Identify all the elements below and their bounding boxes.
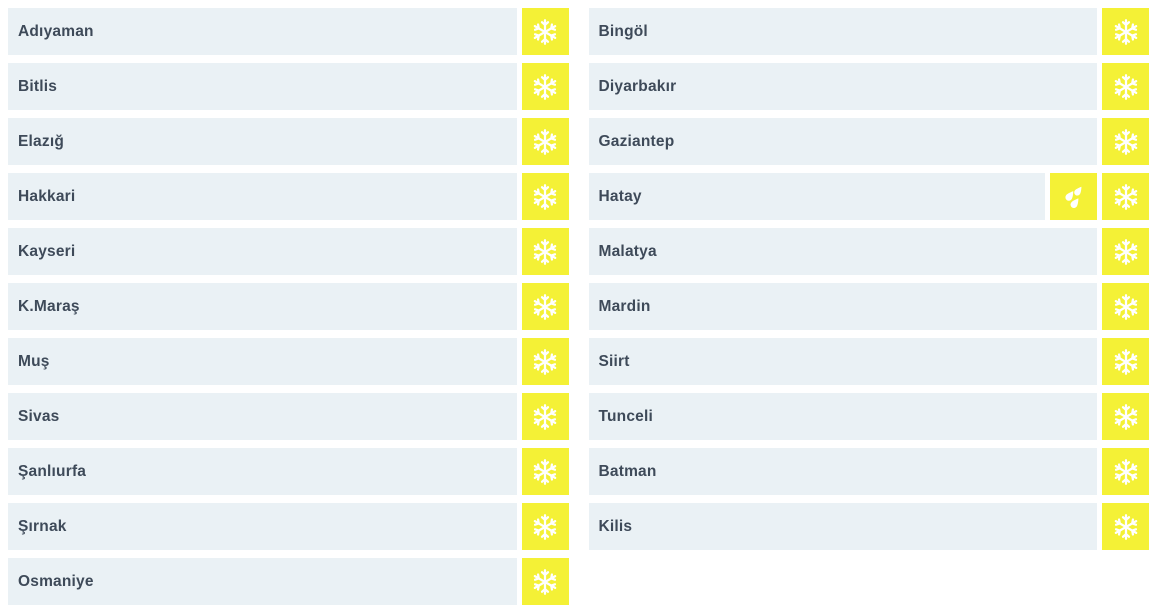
snowflake-icon bbox=[533, 513, 557, 540]
rain-icon bbox=[1064, 186, 1081, 208]
city-name: Tunceli bbox=[588, 393, 1097, 440]
snowflake-tile[interactable] bbox=[521, 393, 569, 440]
city-name: Şırnak bbox=[8, 503, 517, 550]
list-item[interactable]: Osmaniye bbox=[8, 558, 569, 605]
list-item[interactable]: Gaziantep bbox=[588, 118, 1149, 165]
city-name: Batman bbox=[588, 448, 1097, 495]
snowflake-icon bbox=[533, 568, 557, 595]
snowflake-tile[interactable] bbox=[521, 8, 569, 55]
snowflake-tile[interactable] bbox=[521, 283, 569, 330]
city-name: Diyarbakır bbox=[588, 63, 1097, 110]
snowflake-tile[interactable] bbox=[1102, 283, 1149, 330]
snowflake-icon bbox=[1114, 458, 1137, 485]
snowflake-tile[interactable] bbox=[1102, 63, 1149, 110]
snowflake-icon bbox=[533, 18, 557, 45]
snowflake-icon bbox=[533, 73, 557, 100]
city-name: Sivas bbox=[8, 393, 517, 440]
list-item[interactable]: Bingöl bbox=[588, 8, 1149, 55]
list-item[interactable]: Şırnak bbox=[8, 503, 569, 550]
list-item[interactable]: Kilis bbox=[588, 503, 1149, 550]
list-item[interactable]: Mardin bbox=[588, 283, 1149, 330]
city-name: Kilis bbox=[588, 503, 1097, 550]
snowflake-icon bbox=[533, 128, 557, 155]
rain-tile[interactable] bbox=[1050, 173, 1097, 220]
snowflake-tile[interactable] bbox=[1102, 118, 1149, 165]
list-item[interactable]: Batman bbox=[588, 448, 1149, 495]
snowflake-tile[interactable] bbox=[521, 118, 569, 165]
city-name: Kayseri bbox=[8, 228, 517, 275]
city-name: Elazığ bbox=[8, 118, 517, 165]
city-name: Hakkari bbox=[8, 173, 517, 220]
snowflake-icon bbox=[1114, 403, 1137, 430]
snowflake-icon bbox=[533, 403, 557, 430]
snowflake-tile[interactable] bbox=[1102, 503, 1149, 550]
city-name: Bingöl bbox=[588, 8, 1097, 55]
column-left: Adıyaman Bitlis Elazığ Hakkari Kayseri K… bbox=[8, 8, 569, 613]
snowflake-icon bbox=[533, 183, 557, 210]
snowflake-tile[interactable] bbox=[521, 63, 569, 110]
snowflake-icon bbox=[1114, 128, 1137, 155]
snowflake-icon bbox=[1114, 513, 1137, 540]
snowflake-tile[interactable] bbox=[1102, 393, 1149, 440]
list-item[interactable]: Elazığ bbox=[8, 118, 569, 165]
list-item[interactable]: Siirt bbox=[588, 338, 1149, 385]
snowflake-icon bbox=[1114, 18, 1137, 45]
list-item[interactable]: Muş bbox=[8, 338, 569, 385]
city-name: Şanlıurfa bbox=[8, 448, 517, 495]
city-name: Malatya bbox=[588, 228, 1097, 275]
snowflake-tile[interactable] bbox=[1102, 338, 1149, 385]
snowflake-tile[interactable] bbox=[521, 228, 569, 275]
city-name: Hatay bbox=[588, 173, 1045, 220]
city-name: Mardin bbox=[588, 283, 1097, 330]
list-item[interactable]: Adıyaman bbox=[8, 8, 569, 55]
list-item[interactable]: Tunceli bbox=[588, 393, 1149, 440]
snowflake-tile[interactable] bbox=[521, 558, 569, 605]
snowflake-tile[interactable] bbox=[521, 448, 569, 495]
snowflake-icon bbox=[1114, 293, 1137, 320]
snowflake-tile[interactable] bbox=[521, 173, 569, 220]
snowflake-icon bbox=[533, 238, 557, 265]
city-name: Bitlis bbox=[8, 63, 517, 110]
snowflake-icon bbox=[533, 348, 557, 375]
list-item[interactable]: Sivas bbox=[8, 393, 569, 440]
snowflake-icon bbox=[1114, 73, 1137, 100]
list-item[interactable]: Malatya bbox=[588, 228, 1149, 275]
snowflake-tile[interactable] bbox=[1102, 8, 1149, 55]
list-item[interactable]: Bitlis bbox=[8, 63, 569, 110]
column-right: Bingöl Diyarbakır Gaziantep Hatay Malaty… bbox=[588, 8, 1149, 558]
list-item[interactable]: Diyarbakır bbox=[588, 63, 1149, 110]
snowflake-icon bbox=[1114, 183, 1137, 210]
city-name: Muş bbox=[8, 338, 517, 385]
list-item[interactable]: K.Maraş bbox=[8, 283, 569, 330]
snowflake-tile[interactable] bbox=[1102, 173, 1149, 220]
snowflake-tile[interactable] bbox=[521, 338, 569, 385]
snowflake-tile[interactable] bbox=[1102, 448, 1149, 495]
city-name: Osmaniye bbox=[8, 558, 517, 605]
city-name: K.Maraş bbox=[8, 283, 517, 330]
city-name: Adıyaman bbox=[8, 8, 517, 55]
snowflake-icon bbox=[1114, 348, 1137, 375]
list-item[interactable]: Hatay bbox=[588, 173, 1149, 220]
snowflake-tile[interactable] bbox=[1102, 228, 1149, 275]
list-item[interactable]: Hakkari bbox=[8, 173, 569, 220]
list-item[interactable]: Şanlıurfa bbox=[8, 448, 569, 495]
city-name: Siirt bbox=[588, 338, 1097, 385]
snowflake-icon bbox=[533, 293, 557, 320]
list-item[interactable]: Kayseri bbox=[8, 228, 569, 275]
city-name: Gaziantep bbox=[588, 118, 1097, 165]
snowflake-tile[interactable] bbox=[521, 503, 569, 550]
snowflake-icon bbox=[1114, 238, 1137, 265]
snowflake-icon bbox=[533, 458, 557, 485]
